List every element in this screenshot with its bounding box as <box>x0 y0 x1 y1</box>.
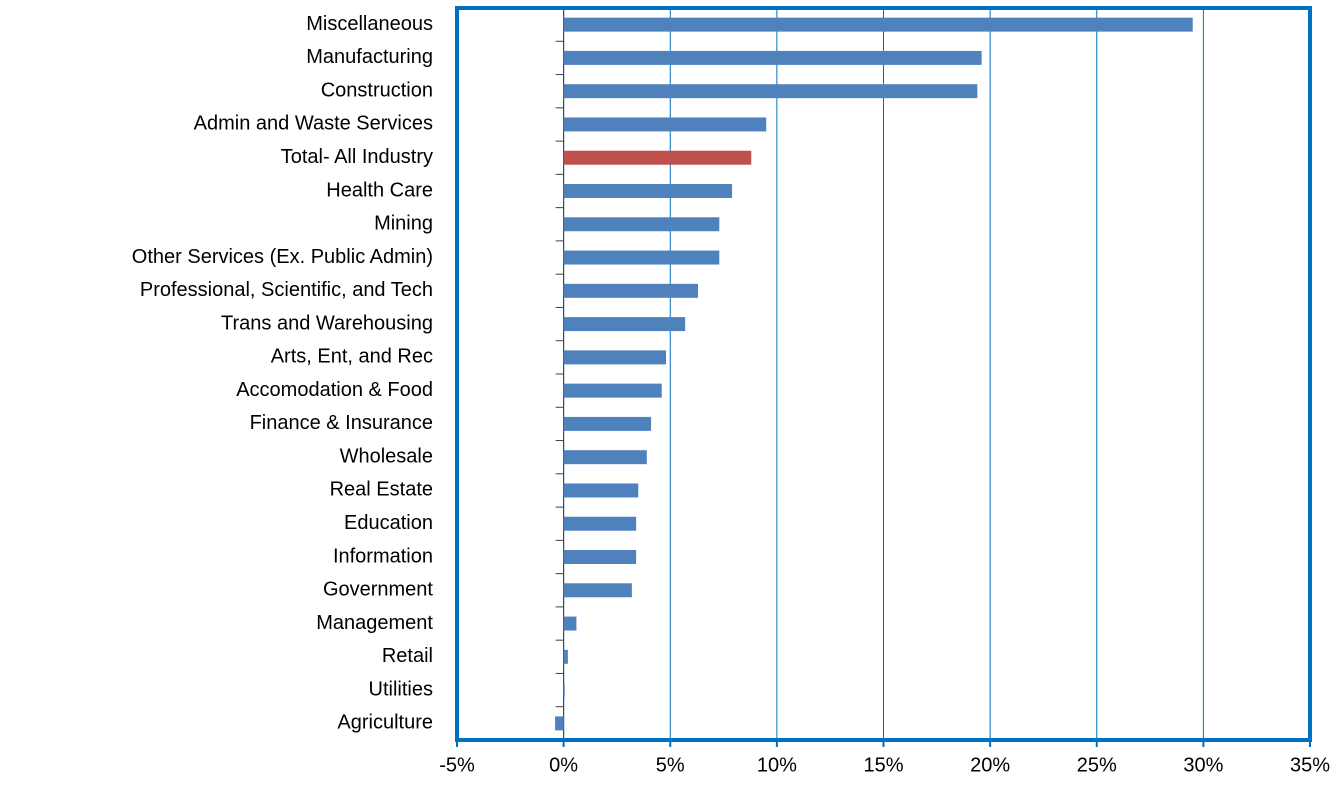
bar <box>563 350 666 365</box>
y-tick-label: Information <box>333 545 433 567</box>
y-tick-label: Miscellaneous <box>306 13 433 35</box>
bar <box>563 217 720 232</box>
y-tick-label: Agriculture <box>337 712 433 734</box>
y-tick-label: Education <box>344 512 433 534</box>
bar <box>563 683 565 698</box>
y-tick-label: Finance & Insurance <box>250 412 433 434</box>
y-tick-label: Professional, Scientific, and Tech <box>140 279 433 301</box>
bar <box>563 616 577 631</box>
bar <box>563 117 767 132</box>
y-tick-label: Wholesale <box>340 445 433 467</box>
y-tick-label: Other Services (Ex. Public Admin) <box>132 246 433 268</box>
bar <box>563 50 982 65</box>
y-tick-label: Retail <box>382 645 433 667</box>
bar <box>563 184 733 198</box>
bar <box>563 416 652 431</box>
x-tick-label: -5% <box>439 754 475 776</box>
x-tick-label: 35% <box>1290 754 1330 776</box>
x-tick-label: 15% <box>863 754 903 776</box>
bar <box>563 84 978 99</box>
y-tick-label: Health Care <box>326 179 433 201</box>
x-tick-label: 25% <box>1077 754 1117 776</box>
bar <box>563 150 752 165</box>
bar <box>563 483 639 498</box>
y-tick-label: Management <box>316 612 433 634</box>
y-tick-label: Construction <box>321 79 433 101</box>
y-tick-label: Admin and Waste Services <box>194 113 433 135</box>
y-tick-label: Real Estate <box>330 479 433 501</box>
x-tick-label: 20% <box>970 754 1010 776</box>
bar <box>563 583 632 598</box>
bar <box>563 250 720 265</box>
plot-border <box>455 6 1312 742</box>
y-tick-label: Utilities <box>369 678 433 700</box>
x-tick-label: 10% <box>757 754 797 776</box>
y-tick-label: Total- All Industry <box>281 146 433 168</box>
y-tick-label: Manufacturing <box>306 46 433 68</box>
bar <box>563 383 662 398</box>
bar <box>555 716 564 731</box>
x-tick-label: 0% <box>549 754 578 776</box>
x-tick-label: 5% <box>656 754 685 776</box>
bar <box>563 649 568 664</box>
y-tick-label: Mining <box>374 213 433 235</box>
bar <box>563 283 698 298</box>
bar <box>563 516 637 531</box>
y-tick-label: Accomodation & Food <box>236 379 433 401</box>
bar <box>563 450 647 465</box>
bar <box>563 17 1193 32</box>
bar <box>563 550 637 564</box>
x-tick-label: 30% <box>1183 754 1223 776</box>
bars <box>555 17 1193 731</box>
y-tick-label: Arts, Ent, and Rec <box>271 346 433 368</box>
y-tick-label: Government <box>323 579 433 601</box>
bar <box>563 317 686 332</box>
y-tick-label: Trans and Warehousing <box>221 312 433 334</box>
